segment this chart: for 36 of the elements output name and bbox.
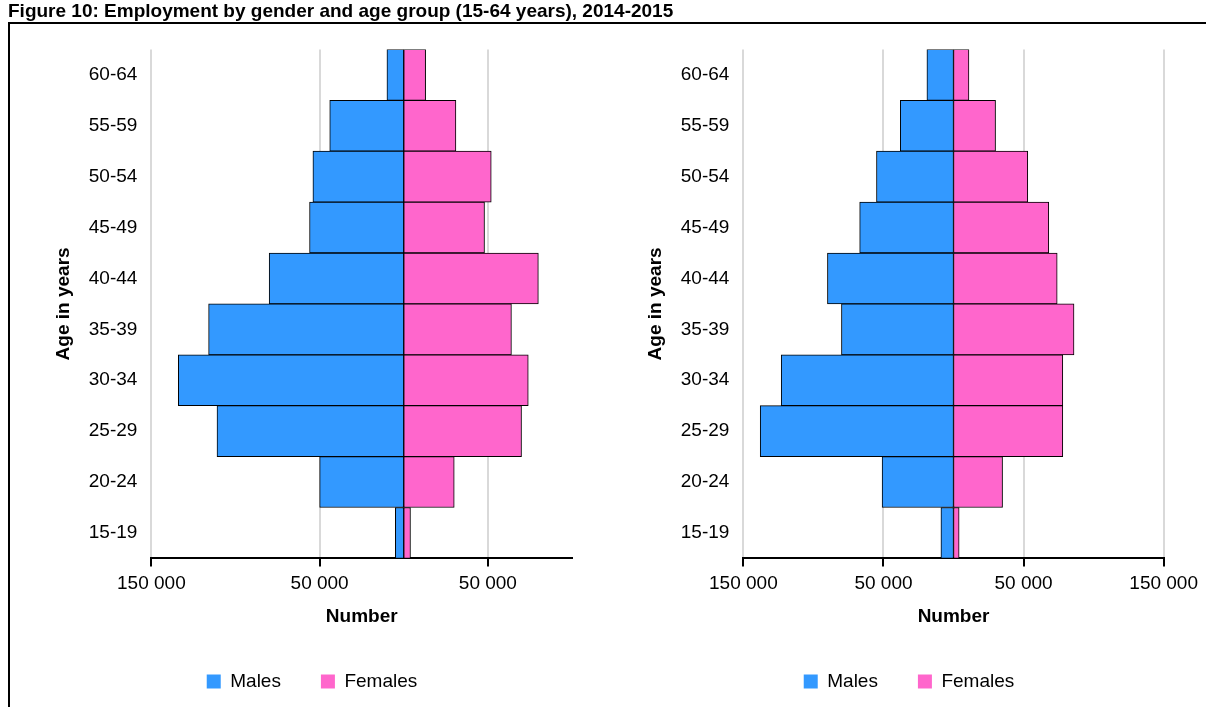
x-tick-label: 150 000 — [1129, 572, 1198, 594]
y-tick-label: 40-44 — [680, 266, 730, 288]
y-tick-label: 20-24 — [88, 470, 138, 492]
y-tick-label: 55-59 — [88, 113, 138, 135]
x-tick-label: 50 000 — [458, 572, 517, 594]
y-tick-label: 20-24 — [680, 470, 730, 492]
y-tick-label: 50-54 — [680, 164, 730, 186]
x-axis-title: Number — [325, 604, 399, 626]
chart-title: Figure 10: Employment by gender and age group (15-64 years), 2014-2015 — [8, 0, 674, 22]
y-tick-label: 25-29 — [680, 419, 730, 441]
y-axis-title: Age in years — [51, 247, 73, 361]
legend-label: Males — [827, 669, 878, 691]
y-tick-label: 45-49 — [680, 215, 730, 237]
y-tick-label: 45-49 — [88, 215, 138, 237]
legend-label: Males — [230, 669, 281, 691]
x-tick-label: 50 000 — [994, 572, 1053, 594]
x-axis-title: Number — [917, 604, 991, 626]
y-tick-label: 55-59 — [680, 113, 730, 135]
y-tick-label: 30-34 — [680, 368, 730, 390]
y-tick-label: 25-29 — [88, 419, 138, 441]
y-tick-label: 15-19 — [680, 521, 730, 543]
legend-label: Females — [941, 669, 1015, 691]
x-tick-label: 50 000 — [854, 572, 913, 594]
y-tick-label: 15-19 — [88, 521, 138, 543]
y-tick-label: 35-39 — [680, 317, 730, 339]
y-tick-label: 60-64 — [88, 63, 138, 85]
x-tick-label: 50 000 — [290, 572, 349, 594]
x-tick-label: 150 000 — [117, 572, 186, 594]
y-tick-label: 35-39 — [88, 317, 138, 339]
y-tick-label: 60-64 — [680, 63, 730, 85]
legend-label: Females — [344, 669, 418, 691]
y-tick-label: 30-34 — [88, 368, 138, 390]
x-tick-label: 150 000 — [709, 572, 778, 594]
y-axis-title: Age in years — [643, 247, 665, 361]
y-tick-label: 40-44 — [88, 266, 138, 288]
y-tick-label: 50-54 — [88, 164, 138, 186]
